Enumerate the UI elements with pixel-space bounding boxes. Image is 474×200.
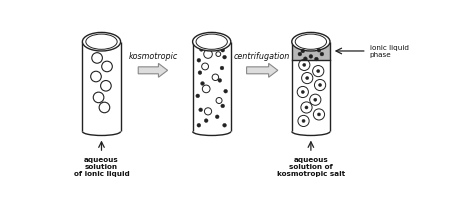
Ellipse shape	[100, 81, 111, 92]
Ellipse shape	[318, 113, 320, 116]
Ellipse shape	[220, 67, 224, 71]
Ellipse shape	[315, 58, 318, 62]
Ellipse shape	[303, 64, 306, 67]
Ellipse shape	[292, 33, 330, 52]
Ellipse shape	[313, 109, 325, 120]
Ellipse shape	[92, 53, 102, 64]
Ellipse shape	[204, 51, 212, 59]
Ellipse shape	[223, 124, 227, 127]
Ellipse shape	[313, 66, 324, 77]
Ellipse shape	[202, 86, 210, 93]
Ellipse shape	[302, 120, 305, 123]
Ellipse shape	[200, 48, 203, 52]
Ellipse shape	[102, 62, 112, 72]
Text: kosmotropic: kosmotropic	[128, 52, 178, 61]
Ellipse shape	[310, 95, 321, 106]
Ellipse shape	[298, 53, 302, 57]
Ellipse shape	[199, 108, 202, 112]
Ellipse shape	[301, 102, 312, 113]
Ellipse shape	[317, 49, 321, 53]
FancyArrow shape	[138, 64, 168, 78]
Ellipse shape	[216, 98, 222, 104]
Ellipse shape	[314, 80, 326, 91]
Ellipse shape	[212, 75, 219, 81]
Ellipse shape	[314, 99, 317, 102]
Ellipse shape	[204, 108, 211, 115]
Ellipse shape	[204, 119, 208, 123]
Ellipse shape	[319, 84, 322, 87]
Ellipse shape	[224, 90, 228, 94]
Ellipse shape	[292, 33, 330, 52]
Text: centrifugation: centrifugation	[234, 52, 291, 61]
Ellipse shape	[295, 35, 327, 50]
Ellipse shape	[86, 35, 117, 50]
Ellipse shape	[216, 52, 221, 57]
Text: aqueous
solution of
kosmotropic salt: aqueous solution of kosmotropic salt	[277, 156, 345, 176]
Ellipse shape	[301, 91, 304, 94]
Ellipse shape	[198, 71, 202, 75]
Ellipse shape	[196, 95, 200, 98]
Ellipse shape	[218, 79, 222, 83]
Ellipse shape	[201, 64, 209, 71]
Ellipse shape	[93, 93, 104, 103]
Ellipse shape	[223, 56, 227, 60]
Ellipse shape	[298, 116, 309, 127]
Polygon shape	[292, 42, 330, 61]
Ellipse shape	[303, 58, 307, 61]
Ellipse shape	[99, 103, 110, 113]
Ellipse shape	[192, 33, 231, 52]
Ellipse shape	[221, 105, 225, 108]
Ellipse shape	[317, 70, 320, 73]
Ellipse shape	[221, 49, 225, 53]
Text: aqueous
solution
of ionic liquid: aqueous solution of ionic liquid	[73, 156, 129, 176]
Ellipse shape	[201, 82, 204, 86]
Ellipse shape	[306, 77, 309, 80]
Ellipse shape	[297, 87, 309, 98]
Ellipse shape	[305, 106, 308, 109]
Ellipse shape	[197, 59, 201, 63]
Ellipse shape	[301, 73, 313, 84]
Ellipse shape	[196, 35, 228, 50]
Text: ionic liquid
phase: ionic liquid phase	[370, 45, 409, 58]
Ellipse shape	[320, 53, 324, 57]
Ellipse shape	[91, 72, 101, 82]
Ellipse shape	[215, 115, 219, 119]
Ellipse shape	[82, 33, 120, 52]
Ellipse shape	[197, 124, 201, 127]
Ellipse shape	[309, 55, 313, 59]
Ellipse shape	[301, 50, 305, 54]
FancyArrow shape	[246, 64, 278, 78]
Ellipse shape	[299, 60, 310, 71]
